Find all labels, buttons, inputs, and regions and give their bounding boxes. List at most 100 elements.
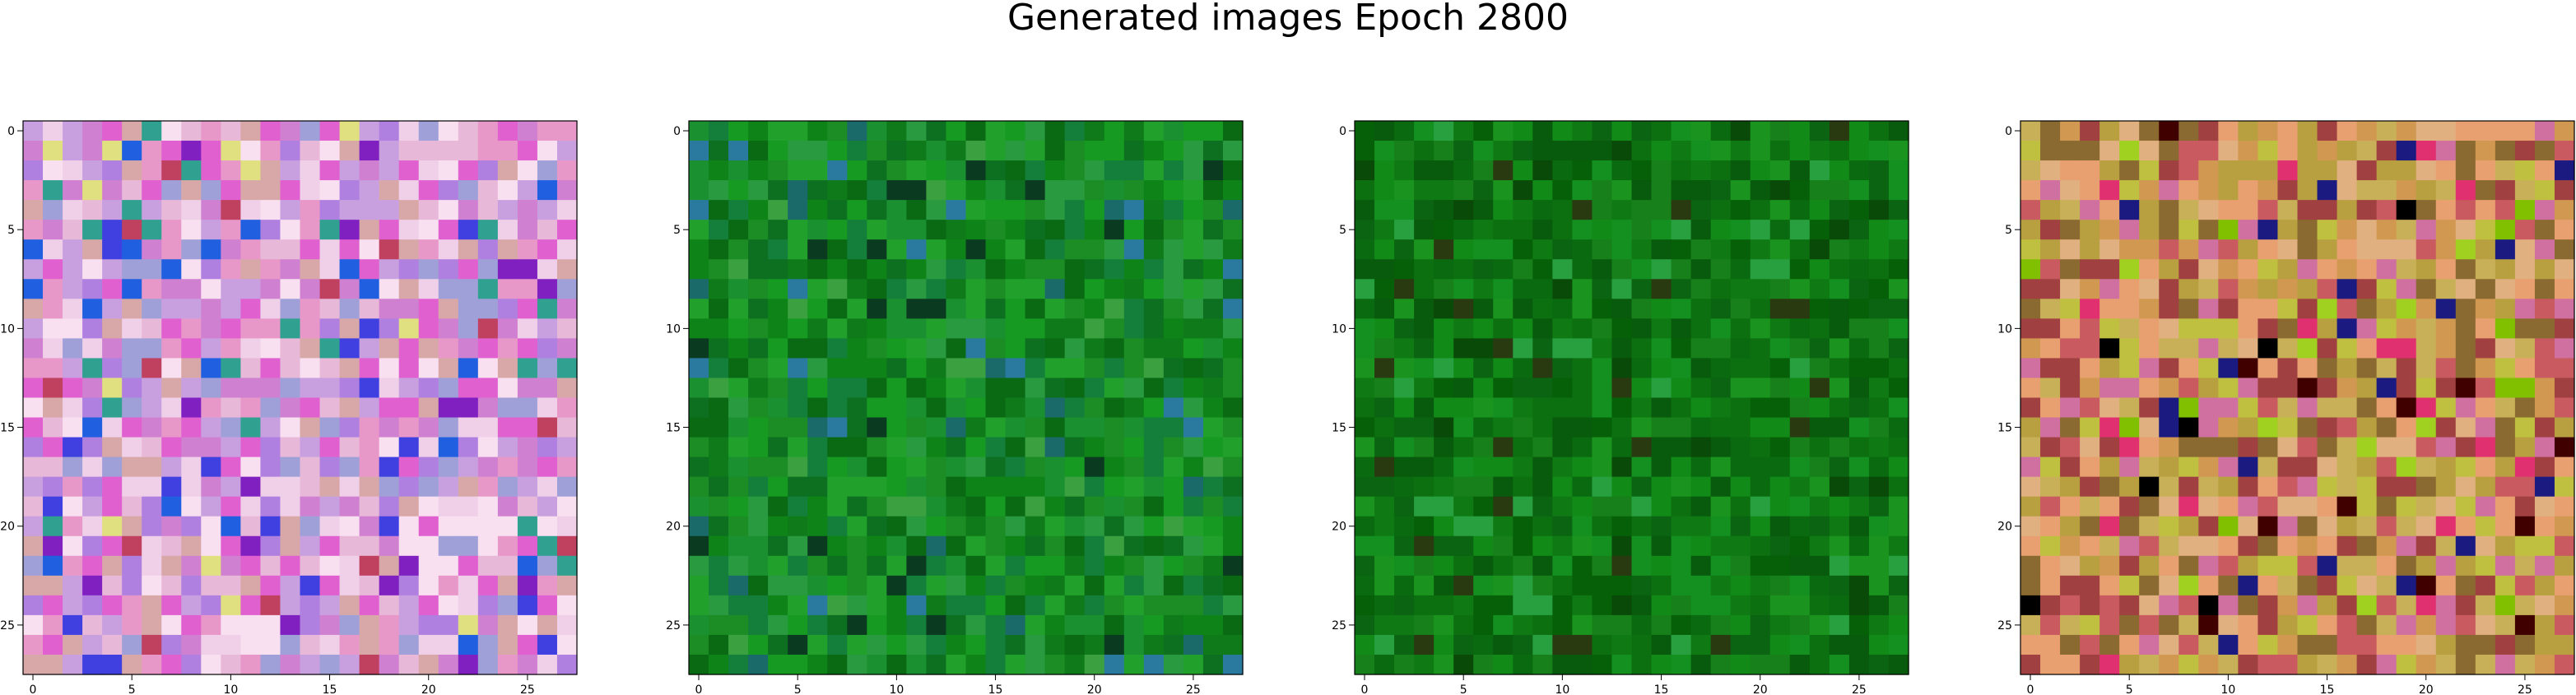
image-pixel <box>2139 358 2160 379</box>
image-pixel <box>82 575 103 596</box>
image-pixel <box>946 437 967 458</box>
image-pixel <box>847 180 867 201</box>
image-pixel <box>1789 397 1811 419</box>
image-pixel <box>1493 516 1514 537</box>
image-pixel <box>2534 575 2555 596</box>
image-pixel <box>1183 279 1204 299</box>
image-pixel <box>1084 299 1105 319</box>
image-pixel <box>1005 456 1026 478</box>
image-pixel <box>2514 496 2536 517</box>
image-pixel <box>1868 614 1890 636</box>
image-pixel <box>319 595 341 616</box>
image-pixel <box>1513 220 1533 240</box>
image-pixel <box>847 654 867 675</box>
image-pixel <box>1868 239 1890 260</box>
image-pixel <box>1394 397 1415 419</box>
image-pixel <box>2178 476 2199 498</box>
image-pixel <box>689 437 709 458</box>
image-pixel <box>906 575 928 596</box>
image-pixel <box>260 299 281 319</box>
image-pixel <box>1552 417 1573 438</box>
image-pixel <box>477 239 499 260</box>
image-pixel <box>142 555 162 577</box>
image-pixel <box>1355 417 1375 438</box>
image-pixel <box>280 220 301 240</box>
image-pixel <box>2040 141 2061 161</box>
image-pixel <box>926 180 947 201</box>
image-pixel <box>2238 160 2259 181</box>
image-pixel <box>1750 595 1771 616</box>
image-pixel <box>1769 220 1791 240</box>
image-pixel <box>280 141 301 161</box>
image-pixel <box>102 121 123 141</box>
image-pixel <box>2080 634 2100 656</box>
image-pixel <box>728 220 749 240</box>
image-pixel <box>181 417 202 438</box>
image-pixel <box>1552 595 1573 616</box>
image-pixel <box>1064 239 1086 260</box>
image-pixel <box>1750 456 1771 478</box>
image-pixel <box>1222 239 1244 260</box>
image-pixel <box>1592 299 1613 319</box>
image-pixel <box>1202 160 1224 181</box>
image-pixel <box>788 220 808 240</box>
image-pixel <box>2554 180 2575 201</box>
image-pixel <box>1005 654 1026 675</box>
image-pixel <box>2218 279 2239 299</box>
image-pixel <box>1394 338 1415 359</box>
image-pixel <box>2416 614 2437 636</box>
image-pixel <box>2455 160 2476 181</box>
image-pixel <box>2257 200 2279 220</box>
image-pixel <box>906 279 928 299</box>
image-pixel <box>161 595 182 616</box>
image-pixel <box>63 555 83 577</box>
image-pixel <box>102 595 123 616</box>
image-pixel <box>43 417 63 438</box>
image-pixel <box>2317 121 2338 141</box>
image-pixel <box>1183 220 1204 240</box>
image-pixel <box>748 614 769 636</box>
image-pixel <box>497 634 518 656</box>
image-pixel <box>2218 121 2239 141</box>
image-pixel <box>1025 476 1046 498</box>
image-pixel <box>1710 141 1732 161</box>
y-tick-label: 20 <box>666 521 681 534</box>
image-pixel <box>517 200 538 220</box>
x-tick-label: 10 <box>889 683 904 695</box>
image-pixel <box>2119 397 2140 419</box>
image-pixel <box>181 555 202 577</box>
image-pixel <box>689 575 709 596</box>
image-pixel <box>1868 654 1890 675</box>
image-pixel <box>1064 318 1086 339</box>
image-pixel <box>2060 318 2081 339</box>
image-pixel <box>1355 437 1375 458</box>
image-pixel <box>1394 160 1415 181</box>
image-pixel <box>1044 595 1066 616</box>
image-pixel <box>260 220 281 240</box>
image-pixel <box>1434 318 1454 339</box>
x-tick-label: 15 <box>1654 683 1669 695</box>
image-pixel <box>1414 595 1434 616</box>
x-tick-label: 5 <box>1460 683 1467 695</box>
image-pixel <box>477 318 499 339</box>
image-pixel <box>2514 200 2536 220</box>
image-pixel <box>260 476 281 498</box>
image-pixel <box>1631 535 1653 557</box>
image-pixel <box>1123 299 1145 319</box>
image-pixel <box>1789 476 1811 498</box>
image-pixel <box>359 299 380 319</box>
image-pixel <box>807 417 828 438</box>
image-pixel <box>1434 358 1454 379</box>
image-pixel <box>2218 358 2239 379</box>
image-pixel <box>2218 496 2239 517</box>
image-pixel <box>1809 476 1830 498</box>
image-pixel <box>1888 456 1909 478</box>
image-pixel <box>477 575 499 596</box>
y-tick-label: 15 <box>1997 422 2012 435</box>
image-pixel <box>398 634 420 656</box>
image-pixel <box>221 378 241 399</box>
image-pixel <box>102 160 123 181</box>
image-pixel <box>1848 476 1870 498</box>
image-pixel <box>1143 180 1165 201</box>
image-pixel <box>2277 338 2299 359</box>
